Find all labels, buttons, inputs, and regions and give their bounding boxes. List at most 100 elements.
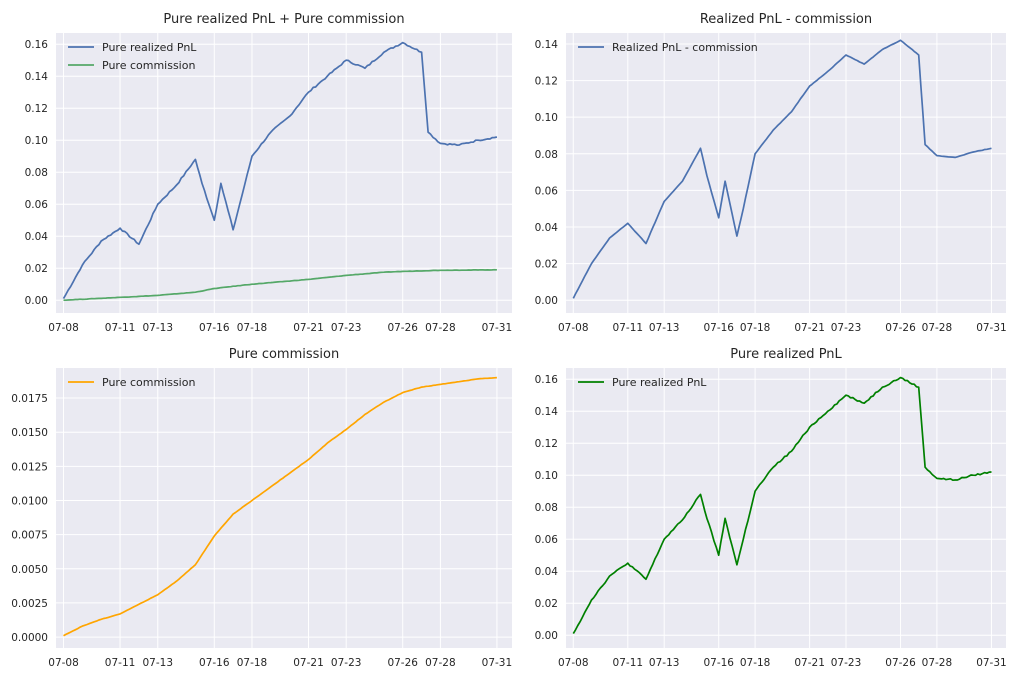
x-tick-label: 07-23 — [831, 657, 862, 669]
x-tick-label: 07-08 — [558, 322, 589, 334]
chart-panel-3: Pure commission 0.0000 0.0025 0.0050 0.0075 0… — [11, 347, 512, 669]
x-tick-label: 07-26 — [387, 322, 418, 334]
legend: Realized PnL - commission — [578, 41, 758, 54]
y-tick-label: 0.12 — [535, 76, 558, 88]
x-tick-label: 07-23 — [331, 322, 362, 334]
y-tick-label: 0.10 — [535, 112, 558, 124]
y-tick-label: 0.00 — [25, 295, 48, 307]
legend-label: Pure commission — [102, 59, 195, 72]
x-tick-label: 07-21 — [293, 657, 324, 669]
x-tick-label: 07-21 — [794, 657, 825, 669]
x-tick-label: 07-23 — [331, 657, 362, 669]
y-tick-label: 0.0025 — [11, 598, 48, 610]
chart-title: Pure realized PnL — [730, 347, 842, 362]
legend-label: Realized PnL - commission — [612, 41, 758, 54]
x-tick-label: 07-21 — [293, 322, 324, 334]
x-tick-label: 07-31 — [976, 657, 1007, 669]
x-tick-label: 07-16 — [703, 657, 734, 669]
x-tick-label: 07-13 — [649, 322, 680, 334]
x-tick-label: 07-13 — [649, 657, 680, 669]
y-tick-label: 0.0125 — [11, 461, 48, 473]
x-tick-label: 07-28 — [425, 657, 456, 669]
chart-panel-2: Realized PnL - commission 0.00 0.02 0.04 0.0… — [535, 12, 1007, 334]
x-tick-label: 07-31 — [976, 322, 1007, 334]
plot-area — [566, 33, 1006, 313]
x-tick-label: 07-31 — [482, 322, 513, 334]
y-tick-label: 0.0175 — [11, 393, 48, 405]
y-tick-label: 0.0075 — [11, 530, 48, 542]
y-tick-label: 0.10 — [535, 470, 558, 482]
y-tick-label: 0.04 — [535, 222, 559, 234]
chart-title: Realized PnL - commission — [700, 12, 872, 27]
y-tick-label: 0.0050 — [11, 564, 48, 576]
x-tick-label: 07-18 — [740, 657, 771, 669]
y-tick-label: 0.10 — [25, 135, 48, 147]
legend: Pure commission — [68, 376, 195, 389]
plot-area — [566, 368, 1006, 648]
series-line-pure-realized-pnl — [62, 41, 498, 300]
x-tick-label: 07-11 — [613, 322, 644, 334]
x-tick-label: 07-16 — [703, 322, 734, 334]
y-tick-label: 0.02 — [25, 263, 48, 275]
y-tick-label: 0.06 — [535, 185, 559, 197]
y-tick-label: 0.04 — [535, 566, 559, 578]
x-tick-label: 07-11 — [105, 657, 136, 669]
legend: Pure realized PnL Pure commission — [68, 41, 197, 72]
x-tick-label: 07-23 — [831, 322, 862, 334]
y-tick-label: 0.08 — [535, 149, 558, 161]
y-tick-label: 0.00 — [535, 630, 558, 642]
x-tick-label: 07-28 — [922, 657, 953, 669]
y-tick-label: 0.08 — [535, 502, 558, 514]
legend-label: Pure realized PnL — [612, 376, 707, 389]
x-tick-label: 07-18 — [237, 322, 268, 334]
y-tick-label: 0.0150 — [11, 427, 48, 439]
x-tick-label: 07-18 — [237, 657, 268, 669]
x-tick-label: 07-13 — [142, 657, 173, 669]
legend-label: Pure commission — [102, 376, 195, 389]
x-tick-label: 07-08 — [48, 322, 79, 334]
x-tick-label: 07-18 — [740, 322, 771, 334]
y-tick-label: 0.08 — [25, 167, 48, 179]
y-tick-label: 0.02 — [535, 259, 558, 271]
chart-panel-4: Pure realized PnL 0.00 0.02 0.04 0.06 0.08 0.1… — [535, 347, 1007, 669]
x-tick-label: 07-31 — [482, 657, 513, 669]
plot-area — [56, 33, 512, 313]
y-tick-label: 0.0100 — [11, 495, 48, 507]
y-tick-label: 0.12 — [535, 438, 558, 450]
y-tick-label: 0.06 — [535, 534, 559, 546]
y-tick-label: 0.00 — [535, 295, 558, 307]
x-tick-label: 07-26 — [885, 657, 916, 669]
series-line-pure-commission — [63, 376, 497, 637]
x-tick-label: 07-26 — [885, 322, 916, 334]
legend-label: Pure realized PnL — [102, 41, 197, 54]
x-tick-label: 07-16 — [199, 322, 230, 334]
y-tick-label: 0.14 — [535, 39, 559, 51]
x-tick-label: 07-21 — [794, 322, 825, 334]
x-tick-label: 07-28 — [922, 322, 953, 334]
x-tick-label: 07-16 — [199, 657, 230, 669]
legend: Pure realized PnL — [578, 376, 707, 389]
x-tick-label: 07-11 — [613, 657, 644, 669]
y-tick-label: 0.12 — [25, 103, 48, 115]
x-tick-label: 07-13 — [142, 322, 173, 334]
plot-area — [56, 368, 512, 648]
y-tick-label: 0.06 — [25, 199, 49, 211]
y-tick-label: 0.16 — [25, 39, 49, 51]
y-tick-label: 0.04 — [25, 231, 49, 243]
x-tick-label: 07-08 — [558, 657, 589, 669]
x-tick-label: 07-08 — [48, 657, 79, 669]
y-tick-label: 0.16 — [535, 374, 559, 386]
chart-title: Pure realized PnL + Pure commission — [163, 12, 404, 27]
series-line-pure-commission — [63, 268, 497, 302]
series-line-realized-pnl-commission — [572, 39, 992, 299]
x-tick-label: 07-28 — [425, 322, 456, 334]
chart-panel-1: Pure realized PnL + Pure commission 0.00 0… — [25, 12, 513, 334]
x-tick-label: 07-26 — [387, 657, 418, 669]
x-tick-label: 07-11 — [105, 322, 136, 334]
series-line-pure-realized-pnl — [572, 376, 992, 635]
y-tick-label: 0.14 — [535, 406, 559, 418]
y-tick-label: 0.02 — [535, 598, 558, 610]
y-tick-label: 0.0000 — [11, 632, 48, 644]
y-tick-label: 0.14 — [25, 71, 49, 83]
